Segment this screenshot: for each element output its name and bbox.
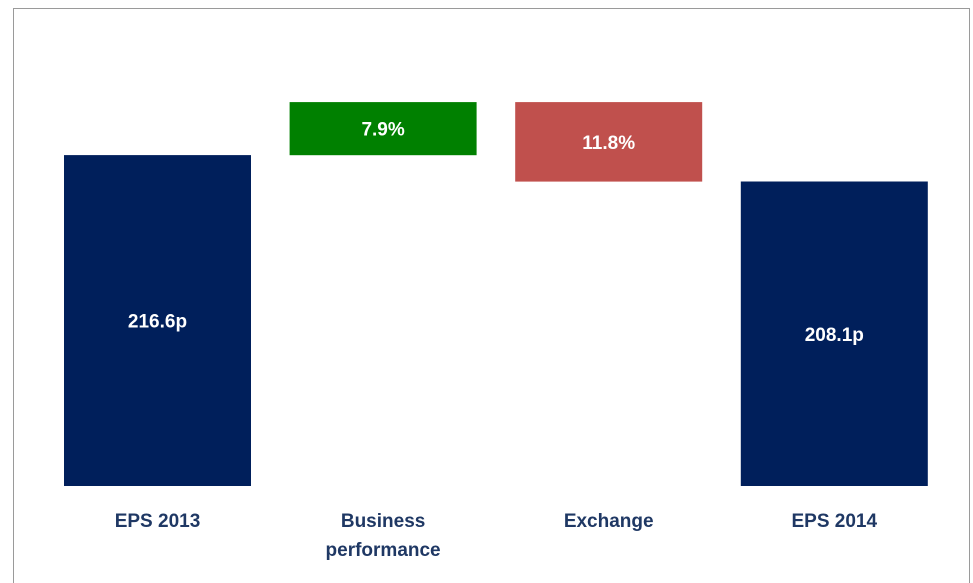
value-label-3: 11.8% (582, 133, 635, 154)
category-label-2-line-1: Business (341, 511, 425, 532)
value-label-4: 208.1p (805, 325, 864, 346)
bar-2 (289, 102, 477, 156)
category-label-1: EPS 2013 (115, 511, 201, 532)
bars-layer (64, 102, 928, 486)
category-labels-layer: EPS 2013 Business performance Exchange EPS 2… (115, 511, 878, 561)
value-label-1: 216.6p (128, 312, 187, 333)
chart-frame (13, 8, 970, 583)
bar-1 (64, 155, 251, 486)
value-label-2: 7.9% (361, 120, 404, 141)
category-label-3: Exchange (564, 511, 654, 532)
category-label-2-line-2: performance (326, 540, 441, 561)
category-label-4: EPS 2014 (792, 511, 878, 532)
value-labels-layer: 216.6p 7.9% 11.8% 208.1p (128, 120, 864, 346)
bar-4 (740, 181, 928, 486)
bar-3 (515, 102, 703, 182)
